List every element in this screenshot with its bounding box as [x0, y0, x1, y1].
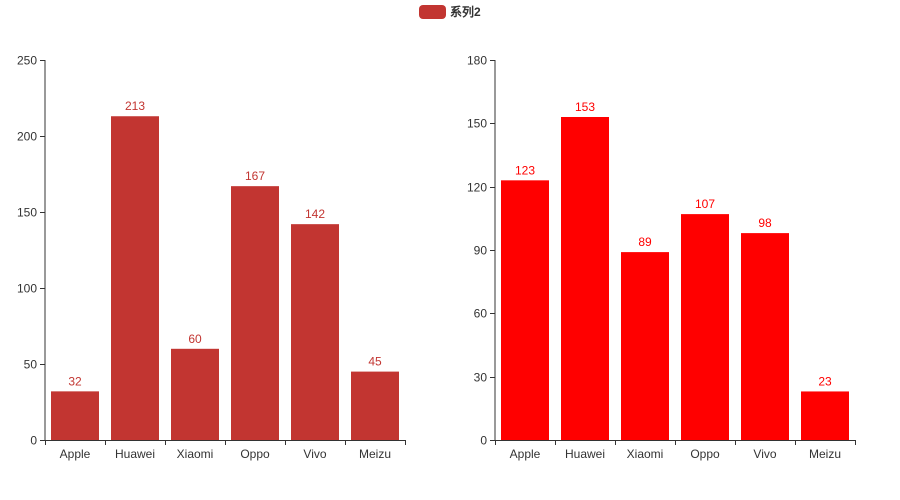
chart2-bar — [801, 391, 849, 440]
chart2-y-tick-label: 30 — [474, 371, 488, 385]
chart1-x-tick-label: Meizu — [359, 447, 391, 461]
chart2-x-tick-label: Oppo — [690, 447, 720, 461]
chart2-x-tick-label: Xiaomi — [627, 447, 664, 461]
legend-label: 系列2 — [450, 5, 481, 19]
chart2-data-label: 89 — [638, 235, 652, 249]
chart2-bar — [681, 214, 729, 440]
chart2-data-label: 123 — [515, 163, 535, 177]
chart1-bar — [351, 371, 399, 440]
chart1-bar — [231, 186, 279, 440]
chart1-y-tick-label: 150 — [17, 206, 37, 220]
chart2-bar — [501, 180, 549, 441]
chart2-bar — [621, 252, 669, 440]
chart2-data-label: 23 — [818, 374, 832, 388]
chart2-y-tick-label: 180 — [467, 54, 487, 68]
chart2-data-label: 98 — [758, 216, 772, 230]
legend-swatch — [419, 5, 446, 19]
chart2-x-tick-label: Meizu — [809, 447, 841, 461]
chart1-bar — [51, 391, 99, 440]
chart1-x-tick-label: Vivo — [303, 447, 326, 461]
chart1-y-tick-label: 50 — [24, 358, 38, 372]
chart2-y-tick-label: 0 — [480, 434, 487, 448]
chart2-bar — [741, 233, 789, 440]
chart1-y-tick-label: 100 — [17, 282, 37, 296]
chart1-data-label: 60 — [188, 332, 202, 346]
chart2-x-tick-label: Vivo — [753, 447, 776, 461]
chart2-y-tick-label: 90 — [474, 244, 488, 258]
chart1-bar — [291, 224, 339, 440]
chart1-data-label: 32 — [68, 374, 82, 388]
chart2-bar — [561, 117, 609, 440]
chart2-data-label: 107 — [695, 197, 715, 211]
chart1-bar — [111, 116, 159, 441]
chart1-y-tick-label: 200 — [17, 130, 37, 144]
chart1-x-tick-label: Oppo — [240, 447, 270, 461]
chart2-x-tick-label: Apple — [510, 447, 541, 461]
chart1-x-tick-label: Xiaomi — [177, 447, 214, 461]
chart1-data-label: 213 — [125, 99, 145, 113]
legend: 系列2 — [0, 0, 900, 24]
chart1-data-label: 45 — [368, 355, 382, 369]
chart1-y-tick-label: 0 — [30, 434, 37, 448]
chart2-x-tick-label: Huawei — [565, 447, 605, 461]
chart1-data-label: 142 — [305, 207, 325, 221]
chart1-y-tick-label: 250 — [17, 54, 37, 68]
chart1-x-tick-label: Huawei — [115, 447, 155, 461]
chart2-data-label: 153 — [575, 100, 595, 114]
chart2-y-tick-label: 120 — [467, 181, 487, 195]
chart2-y-tick-label: 150 — [467, 117, 487, 131]
legend-item-series2[interactable]: 系列2 — [419, 5, 481, 19]
chart1-bar — [171, 348, 219, 440]
chart1-x-tick-label: Apple — [60, 447, 91, 461]
chart1-data-label: 167 — [245, 169, 265, 183]
chart2-y-tick-label: 60 — [474, 307, 488, 321]
